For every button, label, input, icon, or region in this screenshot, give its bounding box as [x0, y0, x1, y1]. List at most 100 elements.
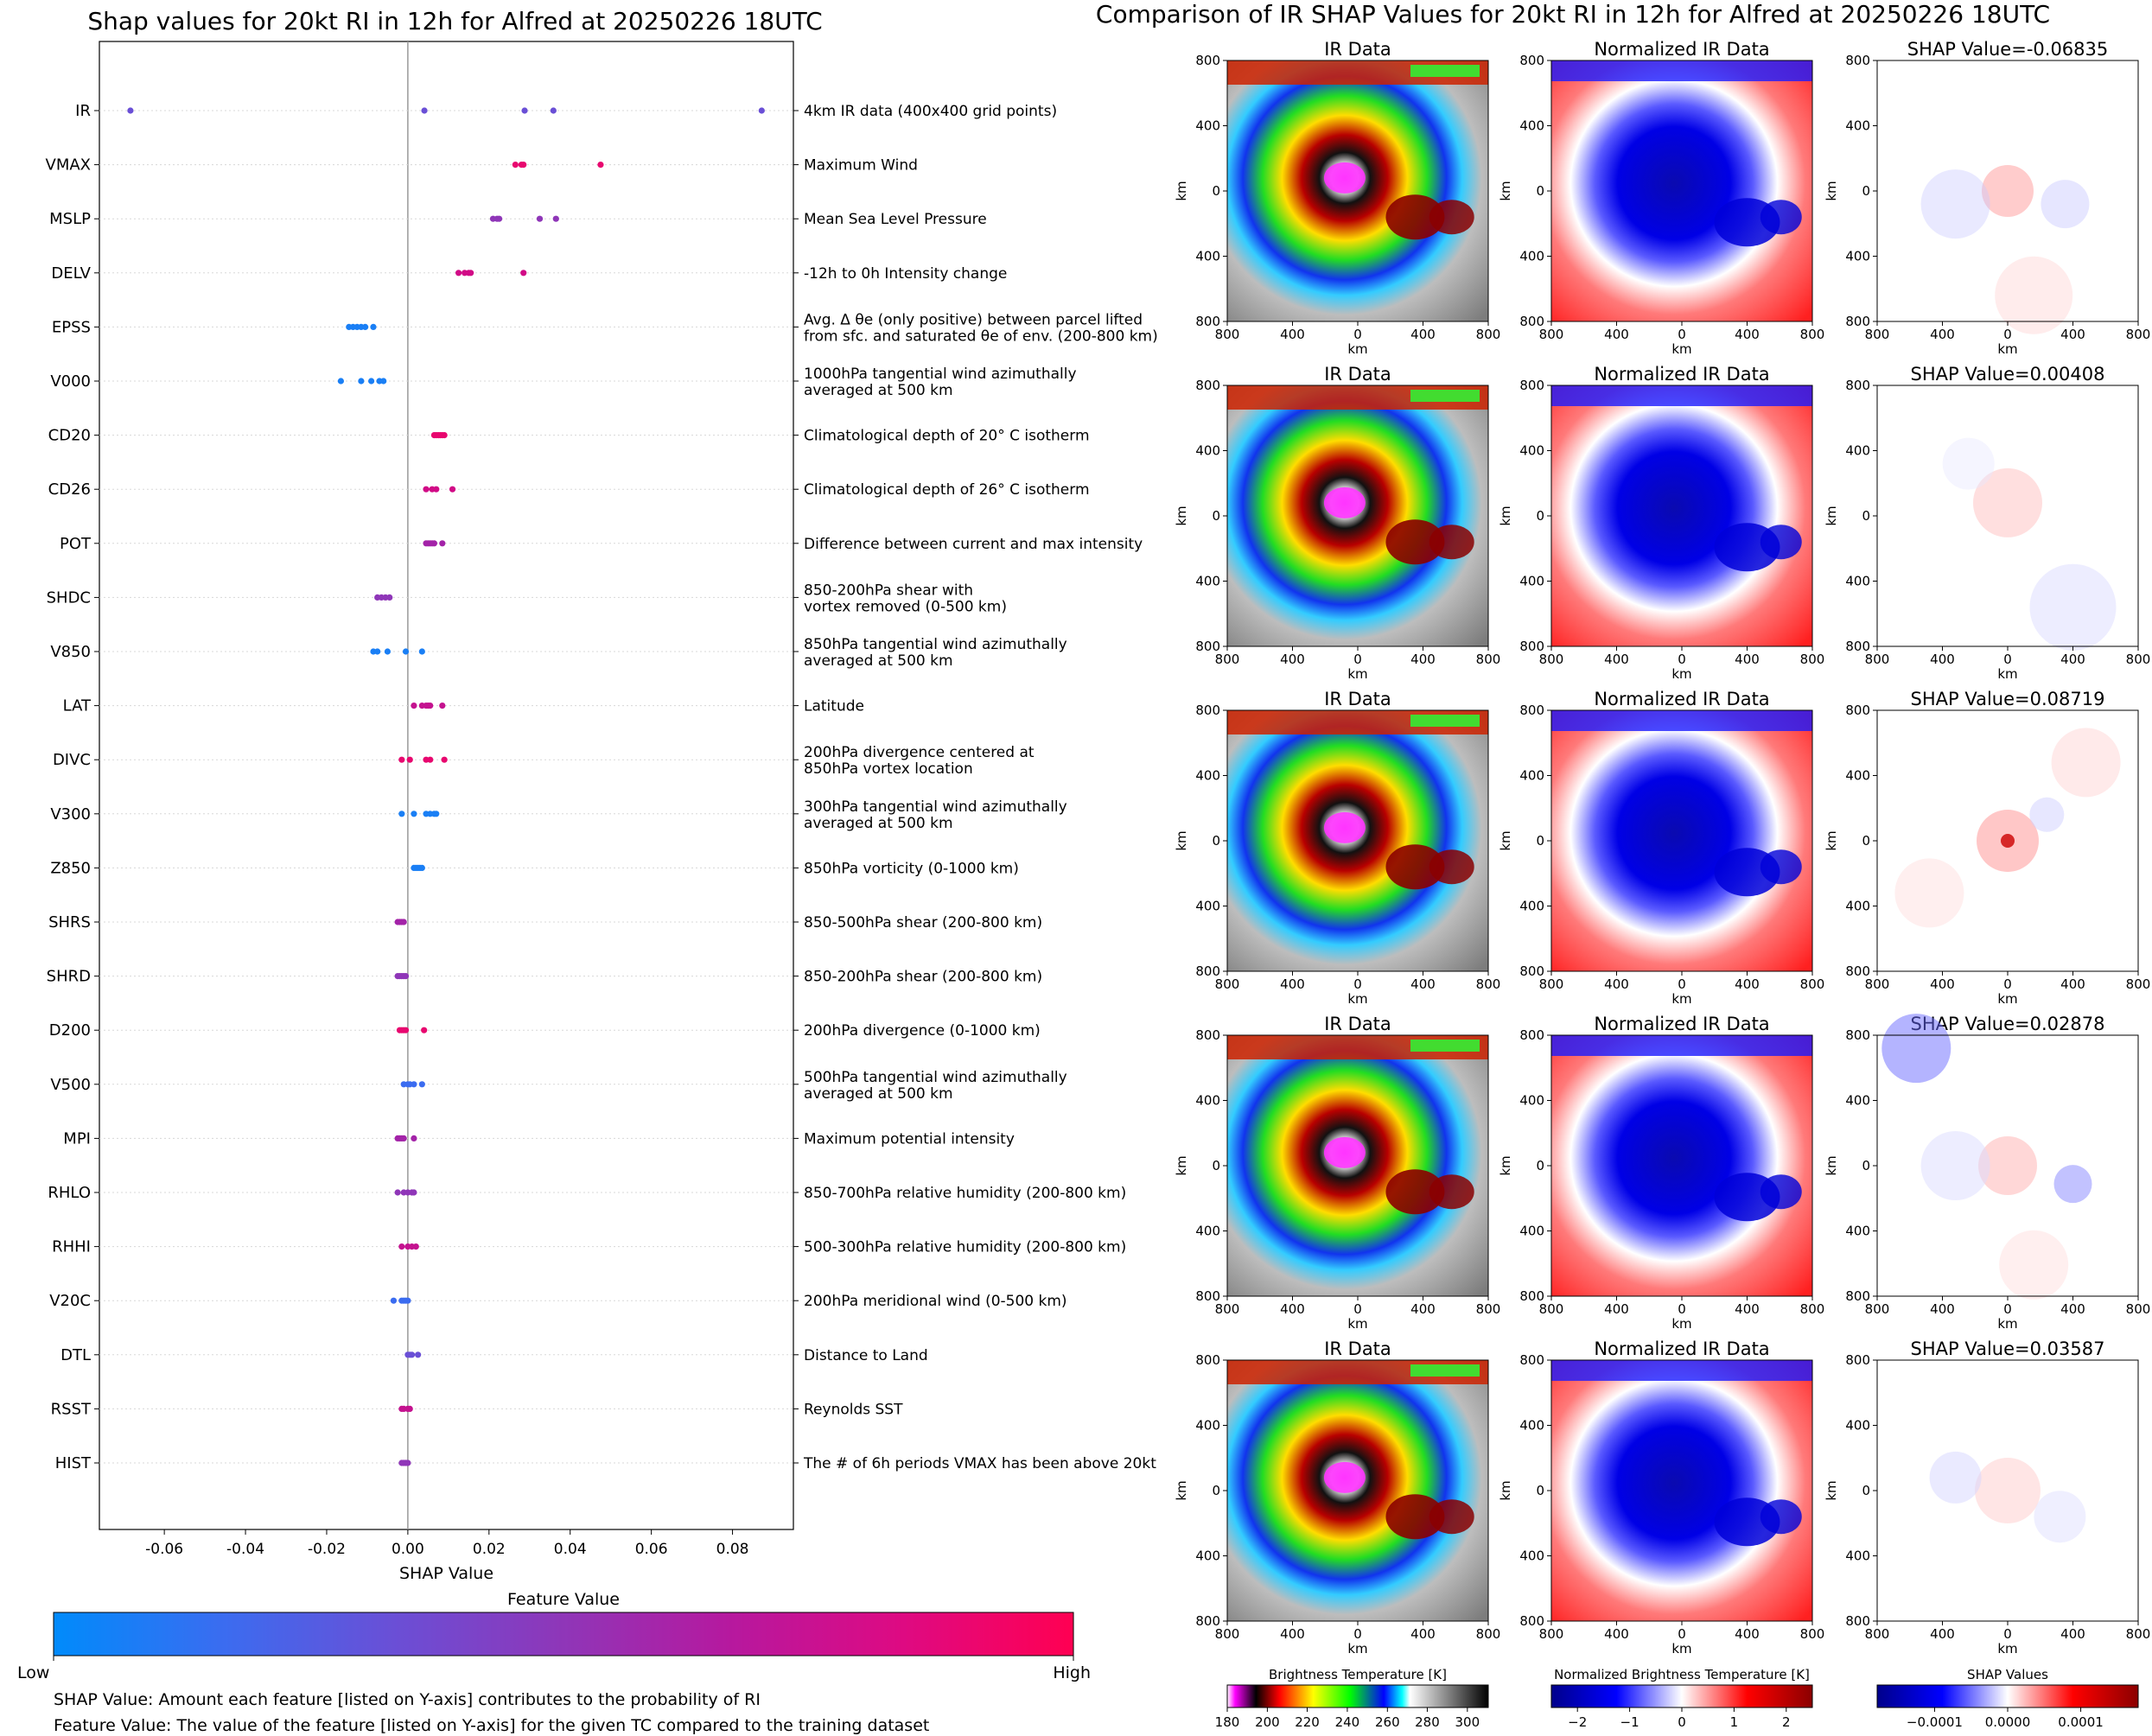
- shap-plot-title: Shap values for 20kt RI in 12h for Alfre…: [87, 7, 822, 35]
- panel-x-tick-label: 400: [1410, 327, 1436, 342]
- panel-x-tick-label: 800: [1800, 327, 1825, 342]
- panel-y-tick-label: 400: [1195, 443, 1220, 459]
- x-tick-label: 0.08: [716, 1541, 749, 1558]
- shap-point: [404, 1297, 411, 1304]
- colorbar-tick-label: 220: [1295, 1714, 1320, 1730]
- ir-eye-core: [1323, 1136, 1366, 1168]
- x-tick-label: 0.06: [635, 1541, 668, 1558]
- feature-value-label: Feature Value: [507, 1590, 620, 1609]
- panel-y-tick-label: 800: [1519, 1613, 1544, 1629]
- panel-y-axis-label: km: [1824, 1155, 1839, 1175]
- feature-description: Avg. Δ θe (only positive) between parcel…: [804, 311, 1143, 328]
- shap-point: [415, 1351, 422, 1358]
- feature-name-label: DIVC: [53, 751, 91, 769]
- ir-cloud-band: [1410, 390, 1480, 402]
- shap-point: [455, 270, 462, 277]
- shap-point: [427, 756, 434, 763]
- colorbar-label: Normalized Brightness Temperature [K]: [1554, 1667, 1810, 1682]
- shap-point: [411, 1135, 417, 1141]
- panel-title: IR Data: [1324, 364, 1391, 385]
- ir-cloud-cluster: [1385, 1169, 1445, 1215]
- feature-description: 1000hPa tangential wind azimuthally: [804, 366, 1077, 383]
- shap-point: [521, 107, 528, 114]
- panel-x-tick-label: 800: [1865, 976, 1890, 992]
- colorbar-bar: [1550, 1684, 1813, 1708]
- feature-description: 850-700hPa relative humidity (200-800 km…: [804, 1185, 1126, 1202]
- panel-x-tick-label: 800: [1865, 652, 1890, 667]
- colorbar-tick-label: 2: [1782, 1714, 1791, 1730]
- colorbar-tick-label: 0: [1678, 1714, 1686, 1730]
- panel-x-tick-label: 800: [1215, 1626, 1240, 1642]
- panel-y-axis-label: km: [1498, 830, 1513, 850]
- feature-description: averaged at 500 km: [804, 1085, 953, 1103]
- ir-eye-core: [1323, 162, 1366, 194]
- shap-point: [418, 648, 425, 655]
- ir-cloud-band: [1410, 1040, 1480, 1052]
- feature-description: Climatological depth of 20° C isotherm: [804, 428, 1090, 445]
- panel-x-tick-label: 800: [1539, 327, 1564, 342]
- shap-point: [441, 432, 448, 439]
- shap-point: [430, 540, 438, 547]
- panel-x-tick-label: 800: [1476, 1301, 1501, 1317]
- panel-title: Normalized IR Data: [1594, 39, 1769, 60]
- panel-y-tick-label: 400: [1519, 1548, 1544, 1564]
- panel-y-tick-label: 800: [1845, 703, 1870, 718]
- shap-blob: [1973, 467, 2042, 537]
- feature-description: 500-300hPa relative humidity (200-800 km…: [804, 1239, 1126, 1256]
- panel-x-tick-label: 0: [1353, 1301, 1362, 1317]
- image-panel: Normalized IR Data8008004004000040040080…: [1498, 39, 1824, 357]
- shap-point: [402, 1027, 410, 1033]
- feature-description: vortex removed (0-500 km): [804, 598, 1007, 615]
- panel-x-tick-label: 400: [1604, 976, 1629, 992]
- panel-x-tick-label: 0: [1678, 327, 1686, 342]
- shap-point: [418, 864, 425, 872]
- shap-point: [127, 107, 134, 114]
- feature-name-label: VMAX: [46, 156, 92, 175]
- shap-point: [380, 378, 387, 385]
- shap-point: [358, 378, 365, 385]
- panel-y-tick-label: 800: [1845, 1027, 1870, 1043]
- shap-point: [512, 162, 519, 169]
- panel-y-tick-label: 0: [1212, 183, 1220, 199]
- x-axis-label: SHAP Value: [399, 1564, 493, 1583]
- ir-cloud-band: [1410, 1364, 1480, 1377]
- shap-point: [468, 270, 474, 277]
- shap-point: [411, 703, 417, 709]
- feature-name-label: MPI: [63, 1129, 91, 1148]
- comparison-title: Comparison of IR SHAP Values for 20kt RI…: [1096, 0, 2050, 29]
- shap-blob: [1881, 1014, 1951, 1084]
- shap-point: [406, 1405, 413, 1412]
- panel-x-tick-label: 800: [2126, 1626, 2151, 1642]
- panel-x-tick-label: 0: [1678, 1626, 1686, 1642]
- shap-point: [421, 107, 428, 114]
- panel-y-tick-label: 400: [1845, 1548, 1870, 1564]
- shap-point: [411, 1081, 417, 1088]
- panel-x-axis-label: km: [1671, 1641, 1691, 1657]
- colorbar-tick-label: 180: [1215, 1714, 1240, 1730]
- panel-y-axis-label: km: [1824, 506, 1839, 525]
- panel-y-tick-label: 800: [1519, 1352, 1544, 1368]
- panel-y-tick-label: 0: [1212, 1158, 1220, 1173]
- panel-x-tick-label: 800: [1800, 1301, 1825, 1317]
- shap-blob: [2053, 1165, 2092, 1204]
- feature-value-colorbar: [53, 1612, 1074, 1657]
- normalized-cluster: [1760, 200, 1802, 235]
- panel-y-tick-label: 800: [1519, 314, 1544, 329]
- note-feature-value: Feature Value: The value of the feature …: [54, 1716, 929, 1735]
- shap-point: [386, 594, 393, 601]
- panel-title: Normalized IR Data: [1594, 689, 1769, 709]
- shap-point: [520, 270, 527, 277]
- feature-description: -12h to 0h Intensity change: [804, 265, 1007, 283]
- panel-y-tick-label: 400: [1519, 1093, 1544, 1109]
- panel-y-tick-label: 800: [1519, 963, 1544, 979]
- panel-x-axis-label: km: [1347, 341, 1367, 357]
- panel-y-tick-label: 400: [1519, 899, 1544, 914]
- panel-y-tick-label: 800: [1195, 378, 1220, 393]
- panel-x-tick-label: 400: [1735, 1626, 1760, 1642]
- panel-x-tick-label: 800: [1865, 327, 1890, 342]
- panel-y-tick-label: 400: [1195, 1093, 1220, 1109]
- panel-y-tick-label: 0: [1536, 833, 1544, 849]
